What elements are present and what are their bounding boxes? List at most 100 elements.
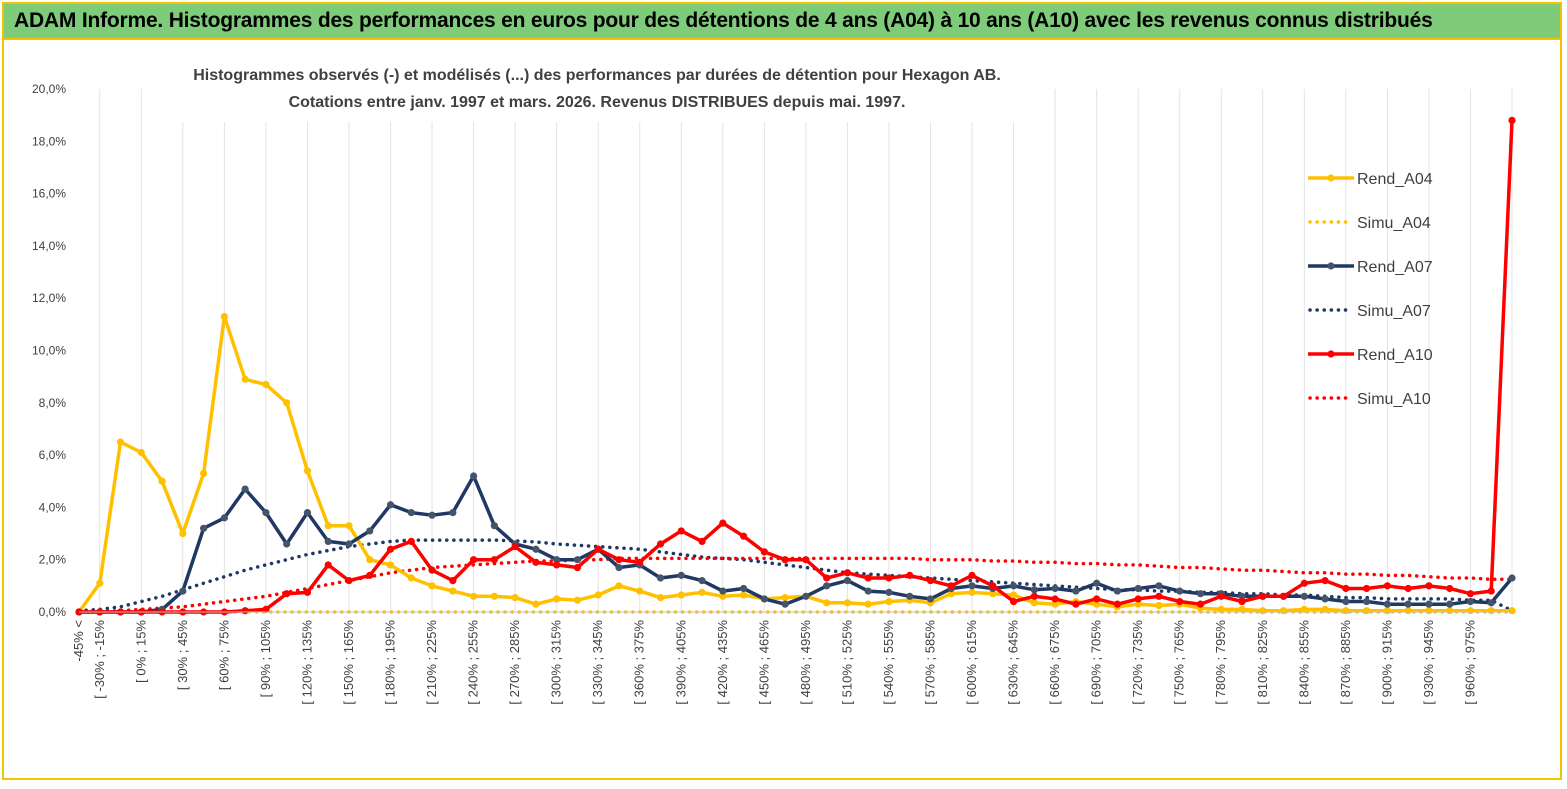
data-point-rend-a10 bbox=[968, 571, 976, 579]
data-point-rend-a07 bbox=[926, 595, 935, 603]
data-point-rend-a04 bbox=[1425, 607, 1433, 615]
data-point-rend-a07 bbox=[1051, 584, 1059, 593]
legend-label-simu-a04: Simu_A04 bbox=[1357, 215, 1431, 232]
data-point-rend-a07 bbox=[532, 545, 540, 553]
data-point-rend-a10 bbox=[1363, 584, 1371, 593]
data-point-rend-a07 bbox=[553, 556, 561, 564]
data-point-rend-a10 bbox=[386, 545, 395, 553]
x-tick-label: [ 30% ; 45% bbox=[175, 620, 190, 691]
data-point-rend-a10 bbox=[760, 548, 768, 556]
data-point-rend-a04 bbox=[1217, 605, 1225, 613]
x-tick-label: [ 210% ; 225% bbox=[424, 620, 439, 705]
data-point-rend-a07 bbox=[698, 577, 706, 585]
data-point-rend-a10 bbox=[1051, 595, 1059, 603]
data-point-rend-a04 bbox=[1030, 599, 1038, 607]
data-point-rend-a10 bbox=[1093, 595, 1101, 603]
data-point-rend-a10 bbox=[636, 558, 644, 566]
data-point-rend-a10 bbox=[1217, 592, 1225, 600]
x-tick-label: [ 0% ; 15% bbox=[133, 620, 148, 683]
data-point-rend-a10 bbox=[428, 566, 436, 574]
data-point-rend-a04 bbox=[407, 574, 415, 582]
data-point-rend-a04 bbox=[1446, 607, 1454, 615]
data-point-rend-a04 bbox=[1051, 600, 1059, 608]
data-point-rend-a04 bbox=[698, 588, 706, 596]
data-point-rend-a04 bbox=[1383, 607, 1391, 615]
data-point-rend-a04 bbox=[1321, 605, 1329, 613]
data-point-rend-a04 bbox=[137, 448, 145, 457]
data-point-rend-a10 bbox=[1176, 597, 1184, 606]
data-point-rend-a07 bbox=[1508, 574, 1516, 582]
data-point-rend-a07 bbox=[615, 563, 623, 572]
data-point-rend-a04 bbox=[885, 597, 893, 606]
x-tick-label: [ 510% ; 525% bbox=[839, 620, 854, 705]
legend-marker-rend-a10 bbox=[1327, 350, 1335, 358]
data-point-rend-a04 bbox=[594, 591, 602, 599]
data-point-rend-a07 bbox=[781, 600, 789, 608]
data-point-rend-a07 bbox=[1363, 597, 1371, 606]
y-tick-label: 10,0% bbox=[32, 344, 66, 358]
data-point-rend-a07 bbox=[1176, 587, 1184, 595]
data-point-rend-a10 bbox=[864, 574, 872, 582]
report-title: ADAM Informe. Histogrammes des performan… bbox=[14, 9, 1433, 32]
x-tick-label: [ 840% ; 855% bbox=[1296, 620, 1311, 705]
data-point-rend-a04 bbox=[116, 438, 125, 446]
data-point-rend-a04 bbox=[656, 594, 665, 602]
data-point-rend-a07 bbox=[1196, 590, 1205, 598]
data-point-rend-a04 bbox=[1466, 607, 1475, 615]
data-point-rend-a04 bbox=[864, 600, 872, 608]
data-point-rend-a07 bbox=[428, 511, 436, 519]
series-layer bbox=[75, 116, 1516, 616]
y-tick-label: 2,0% bbox=[39, 553, 67, 567]
data-point-rend-a07 bbox=[843, 577, 852, 585]
data-point-rend-a04 bbox=[449, 587, 457, 595]
data-point-rend-a07 bbox=[968, 582, 976, 590]
data-point-rend-a10 bbox=[1342, 584, 1350, 593]
data-point-rend-a10 bbox=[490, 556, 498, 564]
x-tick-label: [ 90% ; 105% bbox=[258, 620, 273, 698]
data-point-rend-a04 bbox=[1300, 605, 1308, 613]
data-point-rend-a10 bbox=[511, 543, 519, 551]
data-point-rend-a07 bbox=[1404, 600, 1412, 608]
data-point-rend-a07 bbox=[1342, 597, 1350, 606]
data-point-rend-a10 bbox=[1466, 590, 1475, 598]
data-point-rend-a10 bbox=[906, 571, 914, 579]
data-point-rend-a04 bbox=[386, 561, 395, 569]
data-point-rend-a04 bbox=[1279, 607, 1288, 615]
data-point-rend-a07 bbox=[719, 587, 727, 595]
legend-marker-rend-a04 bbox=[1327, 174, 1335, 182]
data-point-rend-a10 bbox=[594, 545, 602, 553]
data-point-rend-a07 bbox=[324, 537, 332, 545]
legend-label-rend-a04: Rend_A04 bbox=[1357, 171, 1433, 188]
x-tick-label: [ 120% ; 135% bbox=[299, 620, 314, 705]
data-point-rend-a04 bbox=[200, 469, 208, 478]
data-point-rend-a10 bbox=[823, 574, 831, 582]
data-point-rend-a07 bbox=[220, 514, 228, 522]
data-point-rend-a07 bbox=[573, 556, 582, 564]
data-point-rend-a10 bbox=[843, 569, 852, 577]
data-point-rend-a07 bbox=[1383, 600, 1391, 608]
data-point-rend-a04 bbox=[366, 556, 374, 564]
frame-border-left bbox=[2, 40, 4, 780]
legend-marker-rend-a07 bbox=[1327, 262, 1335, 270]
x-tick-label: [ 870% ; 885% bbox=[1338, 620, 1353, 705]
data-point-rend-a10 bbox=[926, 577, 935, 585]
data-point-rend-a04 bbox=[324, 522, 332, 530]
data-point-rend-a04 bbox=[1342, 607, 1350, 615]
data-point-rend-a10 bbox=[366, 571, 374, 579]
data-point-rend-a07 bbox=[885, 588, 893, 596]
data-point-rend-a10 bbox=[324, 561, 332, 569]
data-point-rend-a10 bbox=[449, 577, 457, 585]
x-tick-label: [ 900% ; 915% bbox=[1379, 620, 1394, 705]
data-point-rend-a07 bbox=[490, 522, 498, 530]
data-point-rend-a10 bbox=[1113, 600, 1122, 608]
x-tick-label: [ 270% ; 285% bbox=[507, 620, 522, 705]
x-tick-label: [ 420% ; 435% bbox=[715, 620, 730, 705]
data-point-rend-a04 bbox=[1259, 607, 1267, 615]
x-tick-label: [ 330% ; 345% bbox=[590, 620, 605, 705]
data-point-rend-a04 bbox=[1487, 607, 1495, 615]
data-point-rend-a07 bbox=[1238, 592, 1246, 600]
grid-layer bbox=[99, 89, 1513, 612]
chart-title-box bbox=[152, 60, 1042, 122]
data-point-rend-a04 bbox=[1093, 600, 1101, 608]
data-point-rend-a07 bbox=[906, 592, 914, 600]
